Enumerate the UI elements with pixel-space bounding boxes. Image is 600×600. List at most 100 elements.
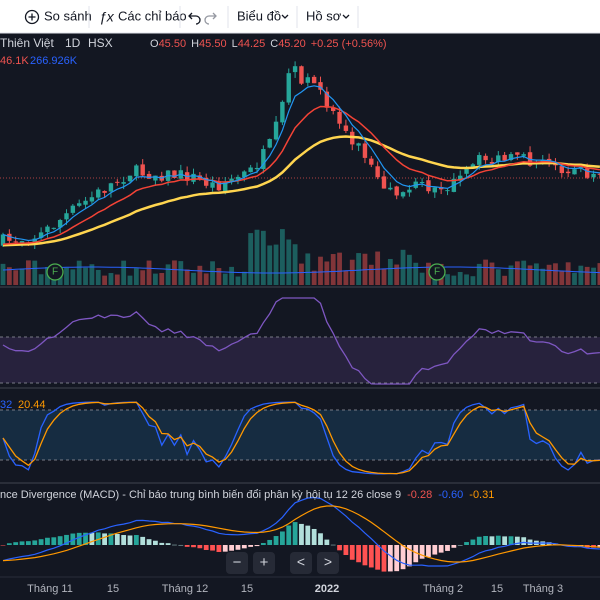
candle-body	[235, 176, 241, 180]
volume-bar	[470, 276, 476, 285]
macd-histogram-bar	[381, 545, 387, 572]
chevron	[281, 14, 289, 19]
volume-bar	[57, 276, 63, 285]
stoch-band	[0, 410, 600, 460]
button-bg	[290, 552, 312, 574]
macd-histogram-bar	[95, 532, 101, 545]
exchange: HSX	[88, 36, 113, 50]
macd-histogram-bar	[407, 545, 412, 567]
scroll-left-button[interactable]: <	[290, 552, 312, 574]
stoch-k-value: 32	[0, 399, 12, 411]
candle-body	[489, 161, 495, 164]
volume-bar	[457, 272, 463, 285]
volume-bar	[19, 268, 25, 285]
volume-bar	[32, 260, 38, 285]
macd-histogram-bar	[235, 545, 241, 550]
macd-histogram-bar	[102, 533, 107, 545]
macd-histogram-bar	[508, 536, 514, 545]
macd-histogram-bar	[51, 537, 57, 545]
macd-histogram-bar	[445, 545, 450, 551]
macd-histogram-bar	[89, 532, 95, 545]
volume-bar	[216, 268, 222, 285]
candle-body	[89, 197, 95, 202]
volume-bar	[89, 264, 95, 285]
macd-histogram-bar	[76, 532, 82, 545]
candle-body	[140, 164, 145, 176]
volume-bar	[203, 273, 209, 285]
macd-histogram-bar	[426, 545, 431, 557]
zoom-in-button[interactable]: +	[253, 552, 275, 574]
button-label: −	[233, 554, 242, 571]
redo-button[interactable]	[204, 12, 217, 25]
ohlc-values: O45.50 H45.50 L44.25 C45.20 +0.25 (+0.56%)	[150, 38, 387, 50]
ohlc-value: 45.50	[199, 38, 227, 50]
macd-histogram-bar	[483, 535, 488, 545]
chart-menu[interactable]: Biểu đồ	[237, 8, 289, 23]
volume-bar	[330, 254, 336, 285]
candle-body	[477, 155, 482, 165]
candle-body	[64, 213, 69, 220]
button-bg	[253, 552, 275, 574]
volume-bar	[172, 260, 177, 285]
undo-button[interactable]	[188, 12, 201, 25]
scroll-right-button[interactable]: >	[317, 552, 339, 574]
volume-bar	[508, 265, 514, 285]
zoom-out-button[interactable]: −	[226, 552, 248, 574]
candle-body	[267, 138, 272, 148]
volume-bar	[64, 267, 69, 285]
macd-histogram-bar	[489, 536, 495, 545]
volume-bar	[38, 274, 44, 285]
candle-body	[96, 189, 101, 198]
candle-body	[134, 165, 139, 177]
volume-bar	[273, 244, 279, 285]
indicators-button[interactable]: ƒx Các chỉ báo	[99, 8, 187, 24]
volume-bar	[210, 261, 215, 285]
ohlc-key: H	[191, 38, 199, 50]
candle-body	[7, 233, 12, 241]
volume-bar	[229, 266, 234, 285]
macd-histogram-bar	[273, 536, 279, 545]
time-axis-label: Tháng 12	[162, 583, 208, 595]
volume-bar	[527, 265, 533, 285]
macd-histogram-bar	[318, 533, 323, 545]
candle-body	[362, 143, 368, 158]
candle-body	[311, 76, 317, 84]
macd-histogram-bar	[197, 545, 203, 549]
candle-body	[204, 177, 209, 186]
volume-bar	[375, 251, 381, 285]
candle-body	[286, 73, 291, 103]
macd-histogram-bar	[375, 545, 381, 570]
macd-histogram-bar	[394, 545, 400, 572]
volume-bar	[83, 267, 88, 285]
macd-histogram-bar	[527, 539, 533, 545]
candle-body	[45, 226, 50, 233]
candle-body	[591, 173, 596, 178]
profile-menu[interactable]: Hồ sơ	[306, 8, 350, 23]
macd-histogram-bar	[203, 545, 209, 550]
ma-mid	[2, 105, 600, 245]
candle-body	[19, 241, 25, 243]
candle-body	[191, 173, 196, 182]
macd-line-value: -0.60	[438, 489, 463, 501]
volume-ma-value: 266.926K	[30, 55, 78, 67]
macd-histogram-bar	[13, 542, 19, 545]
macd-histogram-bar	[299, 523, 304, 545]
compare-button[interactable]: So sánh	[24, 8, 92, 25]
macd-histogram-bar	[292, 522, 298, 545]
candle-body	[597, 173, 600, 175]
macd-histogram-bar	[514, 536, 520, 545]
event-marker[interactable]	[428, 263, 446, 281]
button-label: <	[297, 554, 305, 570]
time-axis-label: Tháng 3	[523, 583, 563, 595]
volume-bar	[413, 262, 419, 285]
candle-body	[331, 107, 336, 111]
event-marker[interactable]	[46, 263, 64, 281]
candle-body	[261, 149, 266, 170]
volume-bar	[387, 258, 393, 285]
macd-histogram-bar	[286, 525, 292, 545]
candle-body	[77, 203, 82, 206]
candle-body	[216, 181, 222, 191]
volume-bar	[311, 270, 317, 285]
time-axis: Tháng 11 15 Tháng 12 15 2022 Tháng 2 15 Tháng 3	[27, 583, 563, 595]
